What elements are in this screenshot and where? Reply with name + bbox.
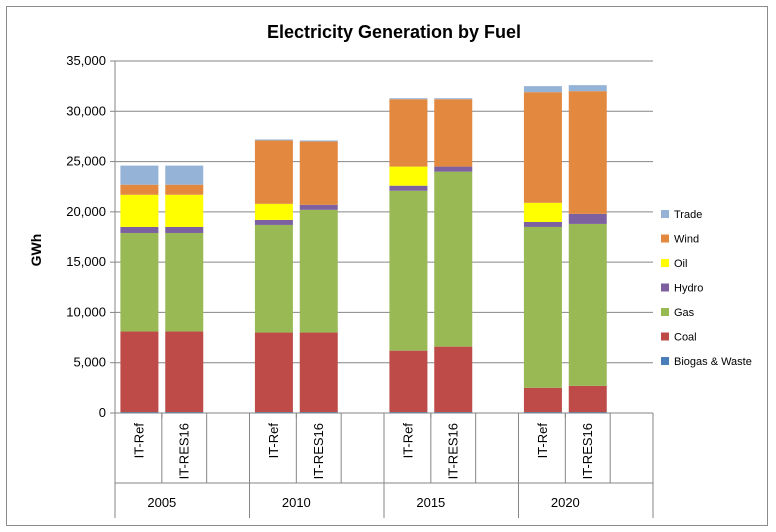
bar-segment-trade	[389, 98, 428, 100]
bar-segment-coal	[120, 331, 159, 412]
gridlines	[115, 60, 653, 364]
y-axis-label: GWh	[28, 234, 44, 267]
y-tick-label: 35,000	[66, 53, 106, 68]
bar-segment-trade	[254, 139, 293, 141]
bar-segment-wind	[389, 99, 428, 167]
bar-segment-gas	[254, 224, 293, 333]
group-label: 2010	[282, 495, 311, 510]
legend-label: Oil	[674, 258, 687, 270]
legend-label: Hydro	[674, 283, 703, 295]
legend: Trade Wind Oil Hydro Gas Coal Biogas & Waste	[661, 209, 752, 368]
bar-segment-hydro	[434, 166, 473, 172]
bar-segment-wind	[254, 140, 293, 204]
x-tick-label: IT-RES16	[580, 423, 595, 479]
legend-swatch	[661, 210, 669, 218]
group-label: 2020	[551, 495, 580, 510]
legend-label: Biogas & Waste	[674, 356, 752, 368]
x-tick-label: IT-RES16	[311, 423, 326, 479]
legend-label: Gas	[674, 307, 695, 319]
legend-swatch	[661, 283, 669, 292]
bar-segment-gas	[299, 209, 338, 333]
legend-swatch	[661, 308, 669, 316]
bar-segment-coal	[523, 387, 562, 412]
y-tick-label: 10,000	[66, 304, 106, 319]
legend-label: Wind	[674, 234, 699, 246]
chart-title: Electricity Generation by Fuel	[267, 22, 521, 42]
bar-segment-trade	[165, 165, 204, 185]
legend-label: Coal	[674, 332, 697, 344]
bar-segment-wind	[165, 184, 204, 195]
y-tick-label: 30,000	[66, 103, 106, 118]
bar-segment-trade	[523, 86, 562, 93]
legend-swatch	[661, 259, 669, 267]
bar-segment-gas	[434, 171, 473, 347]
bar-segment-coal	[299, 332, 338, 412]
group-label: 2005	[147, 495, 176, 510]
bar-segment-wind	[523, 92, 562, 203]
bar-segment-hydro	[120, 226, 159, 233]
bar-segment-oil	[389, 166, 428, 186]
y-tick-label: 5,000	[73, 355, 106, 370]
bar-segment-oil	[120, 194, 159, 227]
x-tick-label: IT-Ref	[266, 423, 281, 459]
y-tick-label: 0	[99, 405, 106, 420]
bar-segment-biogas-waste	[165, 411, 204, 413]
bar-segment-hydro	[299, 204, 338, 210]
bar-segment-gas	[389, 190, 428, 351]
bar-segment-gas	[568, 223, 607, 386]
bar-segment-biogas-waste	[523, 411, 562, 413]
bar-segment-coal	[165, 331, 204, 412]
bar-segment-oil	[254, 203, 293, 220]
bar-segment-oil	[165, 194, 204, 227]
chart-frame: Electricity Generation by Fuel GWh 0 5,00…	[6, 6, 768, 526]
bar-segment-wind	[434, 99, 473, 167]
legend-swatch	[661, 332, 669, 341]
bar-segment-coal	[434, 346, 473, 412]
legend-label: Trade	[674, 209, 702, 221]
bar-segment-biogas-waste	[389, 411, 428, 413]
x-tick-label: IT-RES16	[176, 423, 191, 479]
bar-segment-gas	[165, 232, 204, 332]
bar-segment-gas	[523, 226, 562, 388]
bar-segment-hydro	[165, 226, 204, 233]
bar-segment-hydro	[568, 213, 607, 224]
stacked-bar-chart: Electricity Generation by Fuel GWh 0 5,00…	[28, 22, 752, 518]
bar-segment-coal	[389, 350, 428, 412]
x-tick-label: IT-Ref	[400, 423, 415, 459]
bar-segment-hydro	[523, 221, 562, 227]
y-tick-label: 15,000	[66, 254, 106, 269]
bar-segment-wind	[568, 91, 607, 214]
bar-segment-wind	[120, 184, 159, 195]
bar-segment-biogas-waste	[254, 411, 293, 413]
bar-segment-trade	[434, 98, 473, 100]
axes: 0 5,000 10,000 15,000 20,000 25,000 30,000 35,0…	[66, 53, 654, 518]
bar-segment-hydro	[254, 219, 293, 225]
bar-segment-biogas-waste	[120, 411, 159, 413]
bar-segment-oil	[523, 202, 562, 222]
bar-segment-hydro	[389, 185, 428, 191]
x-tick-label: IT-Ref	[131, 423, 146, 459]
bar-segment-trade	[568, 85, 607, 92]
bar-segment-biogas-waste	[568, 411, 607, 413]
bar-segment-biogas-waste	[434, 411, 473, 413]
x-tick-label: IT-RES16	[445, 423, 460, 479]
legend-swatch	[661, 357, 669, 365]
bar-segment-coal	[568, 385, 607, 412]
bar-segment-trade	[120, 165, 159, 185]
group-label: 2015	[416, 495, 445, 510]
bar-segment-gas	[120, 232, 159, 332]
bars	[120, 85, 607, 413]
bar-segment-wind	[299, 141, 338, 205]
y-tick-label: 25,000	[66, 154, 106, 169]
x-tick-label: IT-Ref	[535, 423, 550, 459]
legend-swatch	[661, 234, 669, 243]
bar-segment-coal	[254, 332, 293, 412]
y-tick-label: 20,000	[66, 204, 106, 219]
bar-segment-trade	[299, 140, 338, 142]
bar-segment-biogas-waste	[299, 411, 338, 413]
